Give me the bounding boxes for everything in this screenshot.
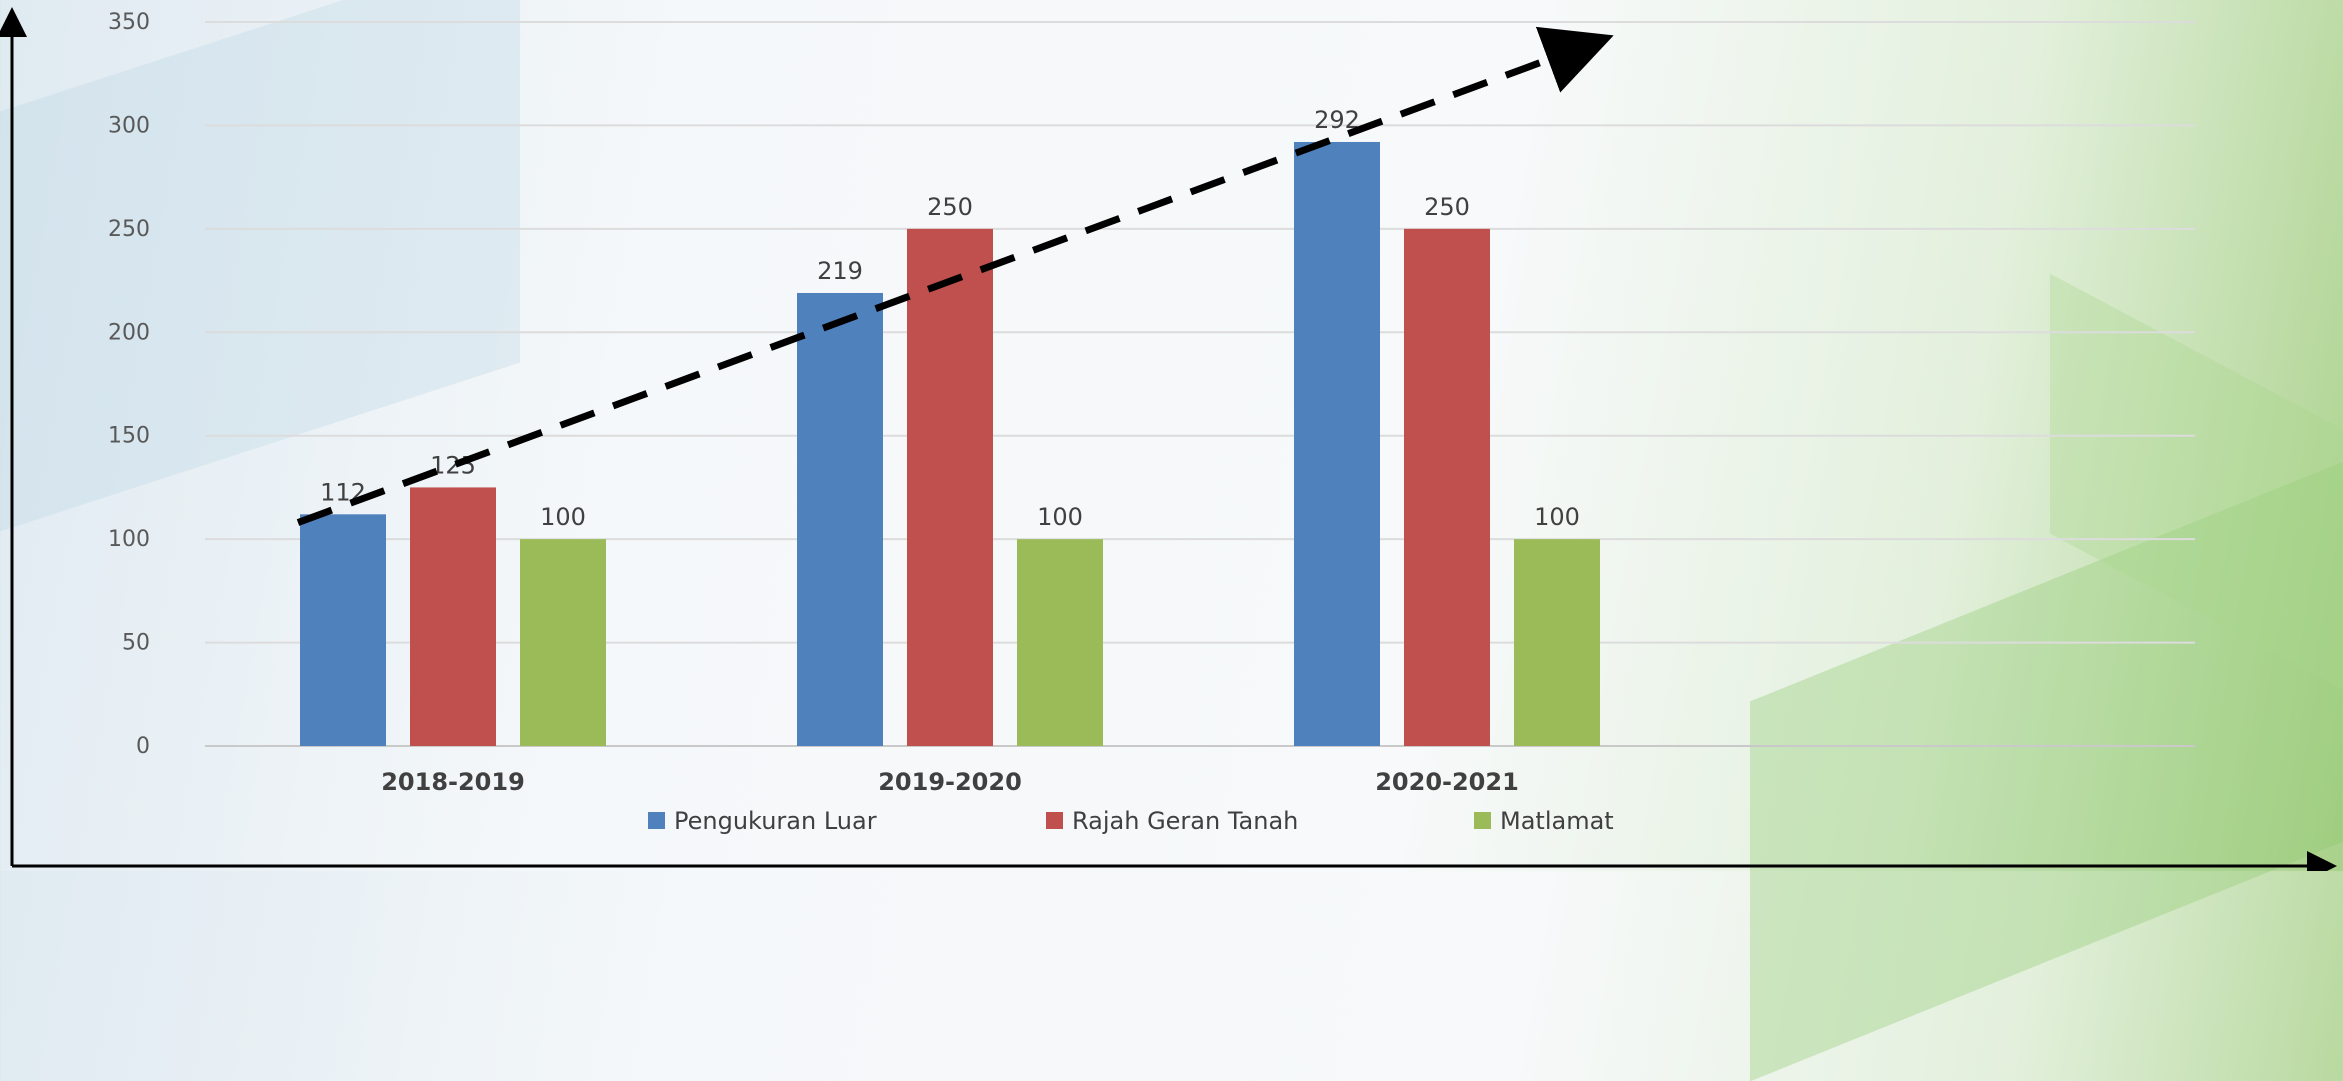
bar bbox=[907, 228, 993, 746]
y-tick-label: 200 bbox=[108, 320, 150, 345]
trend-annotation bbox=[296, 26, 1614, 526]
y-tick-label: 250 bbox=[108, 217, 150, 242]
gridlines bbox=[205, 21, 2195, 747]
legend-swatch bbox=[1046, 812, 1063, 829]
bar bbox=[1294, 141, 1380, 746]
x-tick-label: 2018-2019 bbox=[381, 768, 525, 796]
legend-swatch bbox=[648, 812, 665, 829]
legend-label: Rajah Geran Tanah bbox=[1072, 807, 1298, 835]
y-axis-ticks: 0 50 100 150 200 250 300 350 bbox=[108, 10, 150, 759]
axis-frame bbox=[0, 7, 2337, 871]
data-label: 100 bbox=[540, 503, 586, 531]
y-tick-label: 350 bbox=[108, 10, 150, 35]
x-axis-ticks: 2018-2019 2019-2020 2020-2021 bbox=[381, 768, 1519, 796]
trend-arrow bbox=[296, 26, 1614, 526]
x-tick-label: 2019-2020 bbox=[878, 768, 1022, 796]
bar bbox=[797, 292, 883, 746]
data-label: 250 bbox=[927, 193, 973, 221]
legend-swatch bbox=[1474, 812, 1491, 829]
bar bbox=[1514, 539, 1600, 746]
legend-label: Matlamat bbox=[1500, 807, 1614, 835]
bar bbox=[300, 514, 386, 746]
y-tick-label: 50 bbox=[122, 631, 150, 656]
bars bbox=[300, 141, 1600, 746]
bar bbox=[520, 539, 606, 746]
bar bbox=[1017, 539, 1103, 746]
data-label: 219 bbox=[817, 257, 863, 285]
bar bbox=[410, 487, 496, 746]
bar bbox=[1404, 228, 1490, 746]
y-tick-label: 0 bbox=[136, 734, 150, 759]
data-label: 250 bbox=[1424, 193, 1470, 221]
legend-label: Pengukuran Luar bbox=[674, 807, 877, 835]
data-label: 100 bbox=[1534, 503, 1580, 531]
x-tick-label: 2020-2021 bbox=[1375, 768, 1519, 796]
data-label: 100 bbox=[1037, 503, 1083, 531]
legend: Pengukuran Luar Rajah Geran Tanah Matlamat bbox=[648, 807, 1614, 835]
y-tick-label: 150 bbox=[108, 424, 150, 449]
y-tick-label: 300 bbox=[108, 113, 150, 138]
y-tick-label: 100 bbox=[108, 527, 150, 552]
